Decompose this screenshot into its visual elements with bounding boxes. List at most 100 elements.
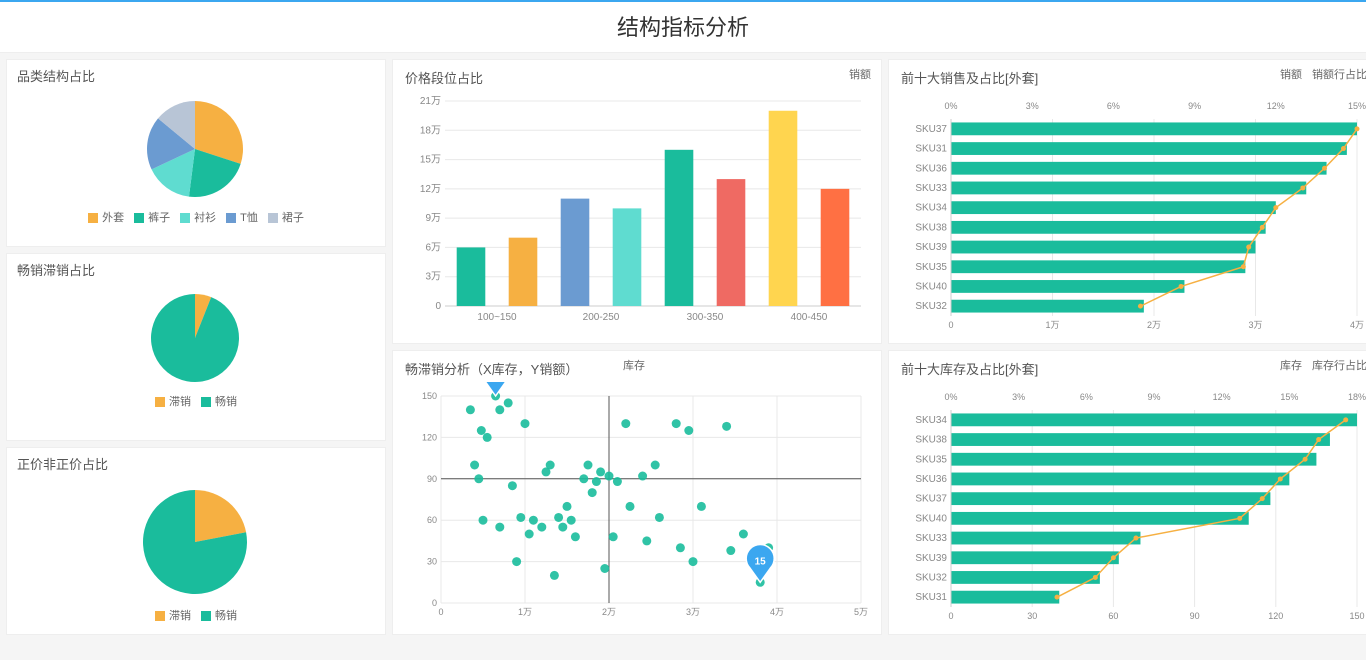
svg-text:SKU39: SKU39 [915,242,947,253]
legend-item: 滞销 [155,393,191,409]
svg-text:30: 30 [1027,611,1037,621]
svg-text:3%: 3% [1012,392,1025,402]
top-stock-chart: 0%3%6%9%12%15%18%0306090120150SKU34SKU38… [901,382,1366,627]
svg-text:0: 0 [435,301,441,312]
svg-text:SKU34: SKU34 [915,203,947,214]
svg-text:150: 150 [422,391,437,401]
pie-category-legend: 外套裤子衬衫 T恤裙子 [17,209,375,225]
legend-label: 库存 [623,360,645,372]
svg-text:SKU40: SKU40 [915,513,947,524]
svg-text:2万: 2万 [1147,320,1161,330]
svg-text:30: 30 [427,557,437,567]
price-bar-legend: 销额 [849,66,871,82]
legend-item: 滞销 [155,607,191,623]
legend-label: 库存 [1280,360,1302,372]
svg-text:SKU33: SKU33 [915,533,947,544]
dashboard-grid: 品类结构占比 外套裤子衬衫T恤裙子 畅销滞销占比 滞销畅销 正价非正价占比 滞销… [0,53,1366,641]
svg-text:SKU33: SKU33 [915,183,947,194]
svg-text:SKU32: SKU32 [915,572,947,583]
panel-scatter: 畅滞销分析（X库存，Y销额） 库存 01万2万3万4万5万03060901201… [392,350,882,635]
svg-text:60: 60 [1108,611,1118,621]
legend-item: 畅销 [201,393,237,409]
panel-pie-slow: 畅销滞销占比 滞销畅销 [6,253,386,441]
svg-text:150: 150 [1349,611,1364,621]
svg-text:1万: 1万 [518,607,532,617]
legend-label: 库存行占比 [1312,360,1366,372]
svg-text:5万: 5万 [854,607,868,617]
svg-text:SKU34: SKU34 [915,415,947,426]
svg-text:SKU31: SKU31 [915,144,947,155]
svg-text:SKU36: SKU36 [915,474,947,485]
pie-price-legend: 滞销畅销 [17,607,375,623]
svg-text:0: 0 [948,611,953,621]
panel-title: 正价非正价占比 [17,454,375,473]
svg-text:15%: 15% [1348,101,1366,111]
svg-text:SKU37: SKU37 [915,494,947,505]
svg-text:12%: 12% [1213,392,1231,402]
svg-text:15: 15 [755,556,767,567]
svg-text:0: 0 [432,598,437,608]
scatter-legend: 库存 [623,357,645,373]
pie-price-chart [17,477,373,607]
legend-item: 衬衫 [180,209,216,225]
legend-item: T恤 [226,209,258,225]
svg-text:SKU31: SKU31 [915,592,947,603]
pie-slow-legend: 滞销畅销 [17,393,375,409]
svg-text:300-350: 300-350 [687,312,724,323]
svg-text:21万: 21万 [420,96,441,107]
svg-text:SKU37: SKU37 [915,124,947,135]
panel-top-sales: 前十大销售及占比[外套] 销额 销额行占比 0%3%6%9%12%15%01万2… [888,59,1366,344]
svg-text:SKU35: SKU35 [915,454,947,465]
svg-text:SKU38: SKU38 [915,222,947,233]
svg-text:SKU32: SKU32 [915,301,947,312]
svg-text:3万: 3万 [1248,320,1262,330]
panel-title: 畅销滞销占比 [17,260,375,279]
page-title: 结构指标分析 [0,2,1366,53]
svg-text:SKU40: SKU40 [915,281,947,292]
panel-top-stock: 前十大库存及占比[外套] 库存 库存行占比 0%3%6%9%12%15%18%0… [888,350,1366,635]
legend-item: 裙子 [268,209,304,225]
svg-text:18%: 18% [1348,392,1366,402]
svg-text:SKU39: SKU39 [915,553,947,564]
svg-text:9%: 9% [1188,101,1201,111]
pie-slow-chart [17,283,373,393]
svg-text:0%: 0% [944,392,957,402]
svg-text:6%: 6% [1080,392,1093,402]
price-bar-chart: 03万6万9万12万15万18万21万100~150200-250300-350… [405,91,871,336]
svg-text:12%: 12% [1267,101,1285,111]
svg-text:0: 0 [438,607,443,617]
left-column: 品类结构占比 外套裤子衬衫T恤裙子 畅销滞销占比 滞销畅销 正价非正价占比 滞销… [6,59,386,635]
svg-text:90: 90 [1190,611,1200,621]
panel-pie-category: 品类结构占比 外套裤子衬衫T恤裙子 [6,59,386,247]
svg-text:1万: 1万 [1045,320,1059,330]
svg-text:SKU35: SKU35 [915,262,947,273]
svg-text:2万: 2万 [602,607,616,617]
top-stock-legend: 库存 库存行占比 [1280,357,1366,373]
svg-text:0: 0 [948,320,953,330]
svg-text:4万: 4万 [1350,320,1364,330]
legend-item: 裤子 [134,209,170,225]
svg-text:15%: 15% [1280,392,1298,402]
svg-text:18万: 18万 [420,125,441,136]
panel-title: 价格段位占比 [405,68,869,87]
svg-text:12万: 12万 [420,184,441,195]
top-sales-legend: 销额 销额行占比 [1280,66,1366,82]
svg-text:120: 120 [1268,611,1283,621]
legend-item: 畅销 [201,607,237,623]
svg-text:120: 120 [422,432,437,442]
legend-label: 销额行占比 [1312,69,1366,81]
svg-text:3万: 3万 [425,272,441,283]
svg-text:9%: 9% [1147,392,1160,402]
svg-text:200-250: 200-250 [583,312,620,323]
legend-item: 外套 [88,209,124,225]
svg-text:0%: 0% [944,101,957,111]
svg-text:4万: 4万 [770,607,784,617]
svg-text:15万: 15万 [420,155,441,166]
svg-text:3%: 3% [1026,101,1039,111]
top-sales-chart: 0%3%6%9%12%15%01万2万3万4万SKU37SKU31SKU36SK… [901,91,1366,336]
svg-text:9万: 9万 [425,213,441,224]
svg-text:6%: 6% [1107,101,1120,111]
svg-text:100~150: 100~150 [477,312,517,323]
svg-text:90: 90 [427,474,437,484]
panel-price-bar: 价格段位占比 销额 03万6万9万12万15万18万21万100~150200-… [392,59,882,344]
